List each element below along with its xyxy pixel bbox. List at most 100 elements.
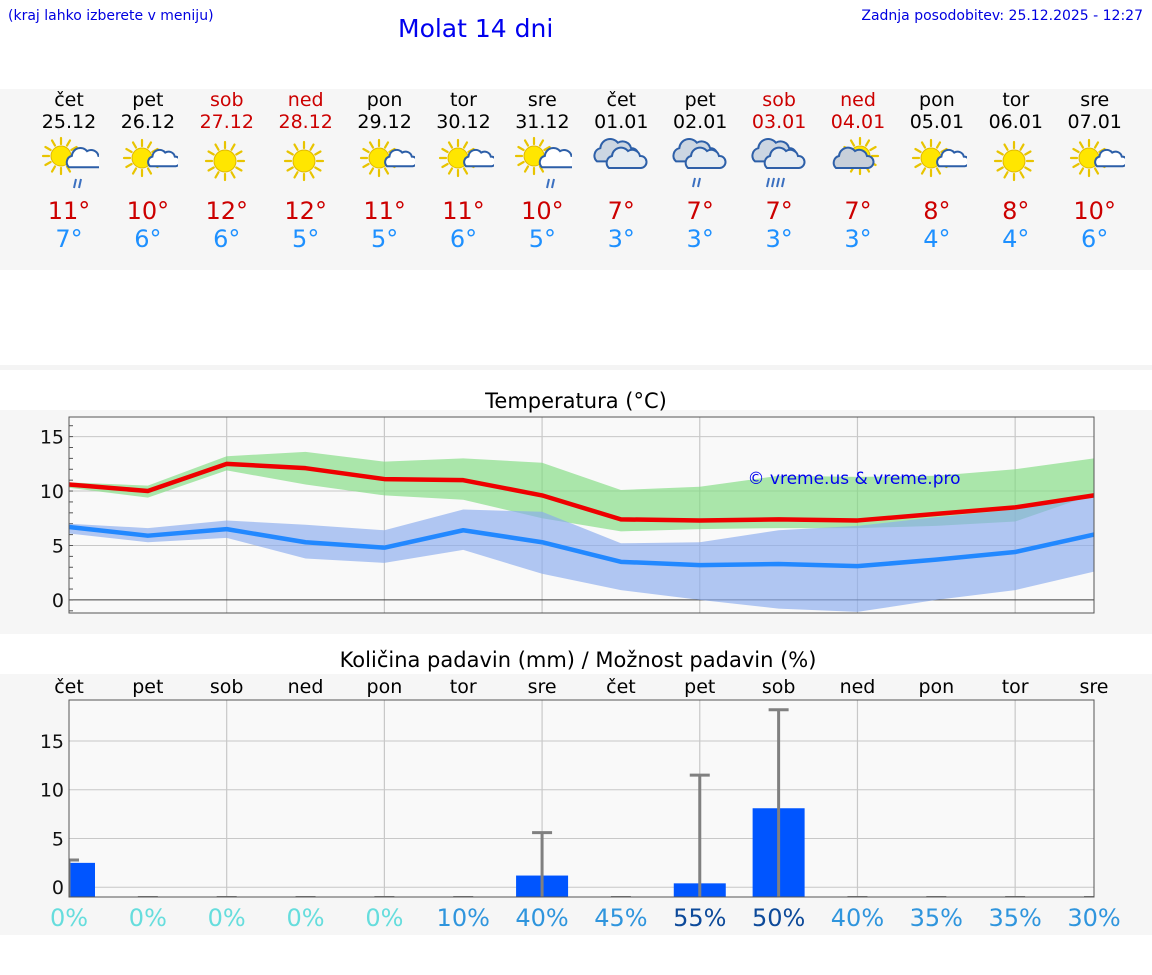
- forecast-date: 03.01: [751, 111, 807, 133]
- forecast-day-name: sre: [1080, 89, 1110, 111]
- forecast-day: tor 30.12: [424, 89, 504, 133]
- forecast-day-name: tor: [450, 89, 477, 111]
- forecast-day-name: tor: [1002, 89, 1030, 111]
- temp-ytick-label: 10: [40, 481, 64, 503]
- temp-max: 7°: [686, 197, 714, 225]
- forecast-date: 31.12: [515, 111, 570, 133]
- forecast-temps: 7° 3°: [581, 197, 661, 253]
- forecast-day-name: pon: [366, 89, 403, 111]
- precip-probability: 0%: [365, 904, 403, 932]
- precip-probability: 35%: [988, 904, 1041, 932]
- precip-ytick-label: 15: [40, 731, 64, 753]
- sun-cloud-icon: [355, 134, 418, 194]
- page-title: Molat 14 dni: [398, 14, 554, 43]
- sun-cloud-dark-icon: [828, 134, 888, 194]
- forecast-day: pet 02.01: [660, 89, 740, 133]
- forecast-temps: 10° 5°: [502, 197, 582, 253]
- forecast-temps: 7° 3°: [739, 197, 819, 253]
- forecast-temps: 8° 4°: [976, 197, 1056, 253]
- forecast-day-name: sob: [762, 89, 796, 111]
- temp-min: 3°: [607, 225, 635, 253]
- forecast-date: 02.01: [672, 111, 728, 133]
- last-updated: Zadnja posodobitev: 25.12.2025 - 12:27: [861, 8, 1143, 24]
- forecast-day: ned 04.01: [818, 89, 898, 133]
- precip-ytick-label: 10: [40, 780, 64, 802]
- temp-max: 10°: [126, 197, 170, 225]
- temp-ytick-label: 0: [52, 590, 64, 612]
- precip-day-label: pon: [367, 676, 403, 698]
- precip-ytick-label: 0: [52, 877, 64, 899]
- forecast-day: tor 06.01: [976, 89, 1056, 133]
- forecast-day-name: pet: [132, 89, 164, 111]
- precip-bars: [69, 708, 1094, 897]
- precip-day-label: tor: [450, 676, 477, 698]
- forecast-day-name: pon: [919, 89, 955, 111]
- precip-probability: 45%: [594, 904, 647, 932]
- forecast-strip: [0, 89, 1152, 270]
- sun-icon: [276, 134, 336, 194]
- precip-day-label: ned: [840, 676, 876, 698]
- watermark: © vreme.us & vreme.pro: [747, 469, 960, 489]
- forecast-date: 25.12: [41, 111, 97, 133]
- forecast-temps: 7° 3°: [818, 197, 898, 253]
- forecast-temps: 10° 6°: [108, 197, 188, 253]
- precip-day-label: pet: [684, 676, 715, 698]
- forecast-temps: 10° 6°: [1055, 197, 1135, 253]
- forecast-day: čet 01.01: [581, 89, 661, 133]
- temperature-plot-frame: [68, 416, 1095, 614]
- forecast-date: 07.01: [1067, 111, 1122, 133]
- forecast-date: 27.12: [199, 111, 254, 133]
- precip-probability: 30%: [1067, 904, 1120, 932]
- forecast-date: 05.01: [909, 111, 965, 133]
- divider: [0, 365, 1152, 370]
- cloud-rain-icon: [670, 134, 730, 194]
- temp-max: 7°: [765, 197, 793, 225]
- temp-min: 4°: [1002, 225, 1030, 253]
- forecast-day-name: ned: [287, 89, 324, 111]
- precip-probability: 10%: [437, 904, 490, 932]
- sun-icon: [986, 134, 1046, 194]
- forecast-temps: 11° 5°: [345, 197, 425, 253]
- precip-probability: 40%: [831, 904, 884, 932]
- precip-probability: 0%: [129, 904, 167, 932]
- precip-probability: 50%: [752, 904, 805, 932]
- precip-probability: 0%: [286, 904, 324, 932]
- forecast-temps: 7° 3°: [660, 197, 740, 253]
- temp-max: 12°: [284, 197, 327, 225]
- temp-min: 6°: [134, 225, 162, 253]
- forecast-day-name: sob: [210, 89, 244, 111]
- precip-ytick-label: 5: [52, 828, 64, 850]
- forecast-day: sob 03.01: [739, 89, 819, 133]
- forecast-day: sre 31.12: [502, 89, 582, 133]
- temp-ytick-label: 5: [52, 535, 64, 557]
- forecast-date: 28.12: [278, 111, 333, 133]
- temp-min: 5°: [292, 225, 320, 253]
- forecast-day: sre 07.01: [1055, 89, 1135, 133]
- forecast-day-name: ned: [840, 89, 876, 111]
- precipitation-plot-area: [69, 700, 1094, 897]
- forecast-date: 30.12: [436, 111, 491, 133]
- precip-day-label: sob: [210, 676, 244, 698]
- precip-day-label: ned: [288, 676, 324, 698]
- precip-day-label: sre: [528, 676, 557, 698]
- forecast-date: 26.12: [120, 111, 176, 133]
- forecast-day-name: čet: [54, 89, 84, 111]
- precip-day-label: pet: [132, 676, 163, 698]
- forecast-date: 29.12: [357, 111, 412, 133]
- temp-min: 7°: [55, 225, 83, 253]
- temp-max: 11°: [363, 197, 406, 225]
- temp-line-min: [68, 524, 1095, 569]
- temp-min: 3°: [844, 225, 872, 253]
- temp-min: 5°: [370, 225, 399, 253]
- precip-day-label: tor: [1002, 676, 1029, 698]
- location-hint[interactable]: (kraj lahko izberete v meniju): [8, 8, 214, 24]
- forecast-day-name: sre: [527, 89, 557, 111]
- forecast-day: sob 27.12: [187, 89, 267, 133]
- temp-max: 7°: [844, 197, 872, 225]
- temp-min: 6°: [449, 225, 478, 253]
- precip-probability: 35%: [910, 904, 963, 932]
- temp-min: 5°: [528, 225, 557, 253]
- temperature-chart-title: Temperatura (°C): [484, 389, 667, 413]
- precipitation-chart-title: Količina padavin (mm) / Možnost padavin …: [340, 648, 817, 672]
- temp-max: 11°: [442, 197, 485, 225]
